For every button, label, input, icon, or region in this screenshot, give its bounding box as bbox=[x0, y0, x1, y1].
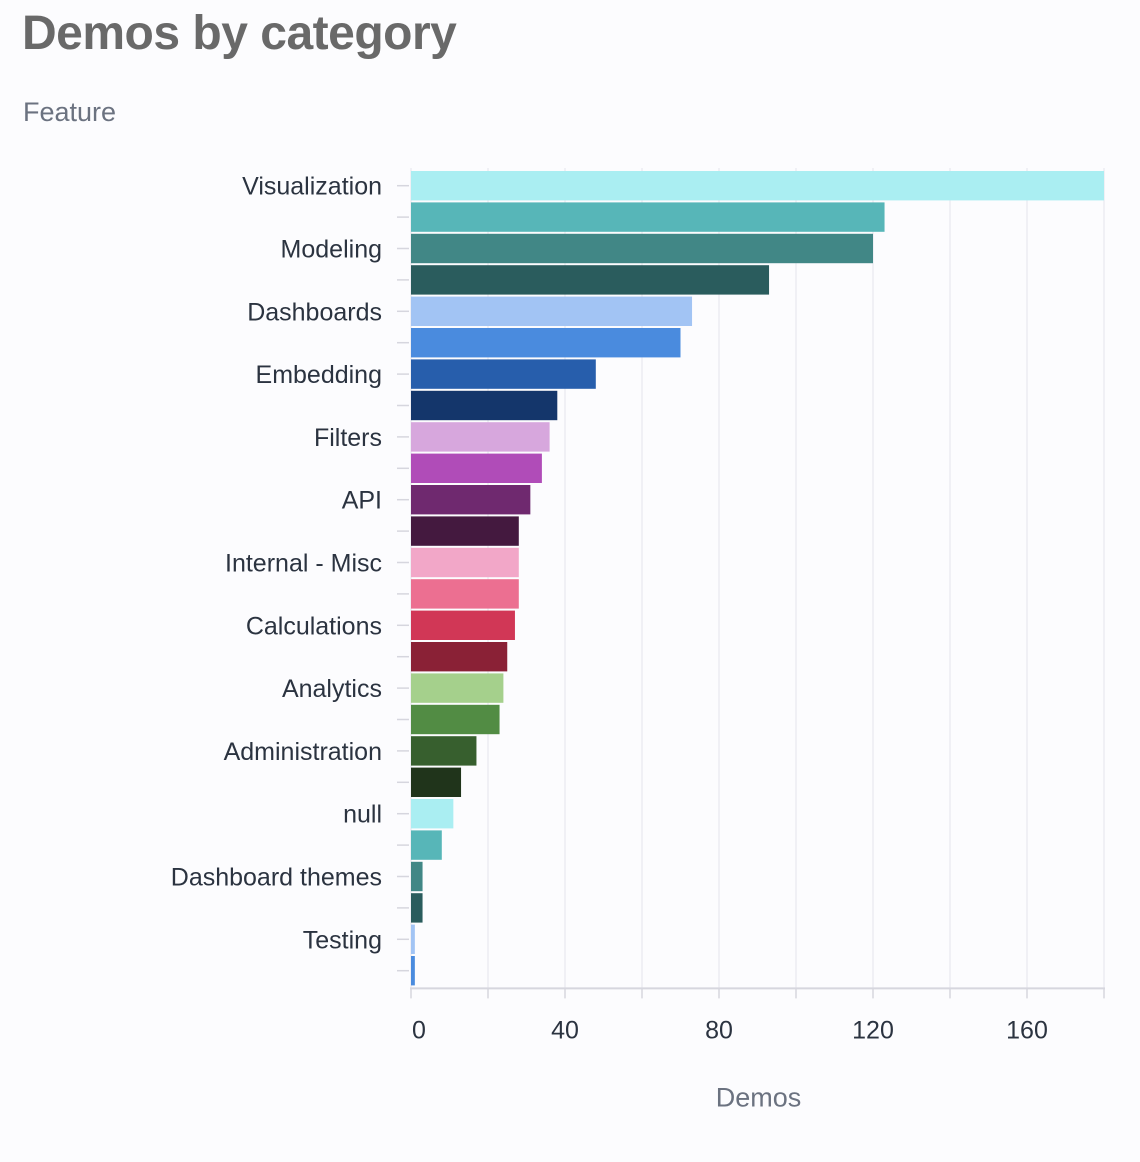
chart-title: Demos by category bbox=[22, 7, 457, 60]
y-tick-label: Testing bbox=[303, 926, 382, 954]
bar bbox=[411, 610, 515, 640]
bar bbox=[411, 736, 477, 766]
bar bbox=[411, 359, 596, 389]
bar bbox=[411, 799, 454, 829]
bar bbox=[411, 265, 770, 295]
bar bbox=[411, 673, 504, 703]
bar bbox=[411, 956, 415, 986]
x-tick-label: 40 bbox=[551, 1016, 579, 1044]
y-tick-label: Calculations bbox=[246, 612, 382, 640]
y-tick-label: Dashboards bbox=[247, 298, 382, 326]
bar bbox=[411, 893, 423, 923]
bar bbox=[411, 233, 873, 264]
y-tick-label: Administration bbox=[224, 738, 382, 766]
y-axis-label: Feature bbox=[23, 97, 117, 127]
bar bbox=[411, 924, 415, 954]
bar bbox=[411, 579, 519, 609]
bar bbox=[411, 767, 462, 797]
x-axis-label: Demos bbox=[716, 1082, 802, 1112]
bar bbox=[411, 830, 442, 860]
bar bbox=[411, 516, 519, 546]
y-tick-label: Filters bbox=[314, 424, 382, 452]
bar bbox=[411, 547, 519, 578]
y-tick-label: Internal - Misc bbox=[225, 550, 382, 578]
bar bbox=[411, 202, 885, 232]
x-tick-label: 80 bbox=[705, 1016, 733, 1044]
y-tick-label: API bbox=[342, 487, 382, 515]
y-tick-label: null bbox=[343, 801, 382, 829]
bar bbox=[411, 861, 423, 892]
y-tick-label: Analytics bbox=[282, 675, 382, 703]
bar bbox=[411, 328, 681, 358]
bar bbox=[411, 642, 508, 672]
bar bbox=[411, 485, 531, 515]
bar bbox=[411, 390, 558, 421]
bar bbox=[411, 453, 542, 483]
y-tick-label: Embedding bbox=[256, 361, 382, 389]
x-tick-label: 120 bbox=[852, 1016, 894, 1044]
x-tick-label: 160 bbox=[1006, 1016, 1048, 1044]
y-tick-label: Dashboard themes bbox=[171, 864, 382, 892]
bar bbox=[411, 171, 1104, 201]
y-tick-label: Modeling bbox=[281, 236, 382, 264]
y-tick-label: Visualization bbox=[242, 173, 382, 201]
bar bbox=[411, 704, 500, 735]
x-tick-label: 0 bbox=[412, 1016, 426, 1044]
bar bbox=[411, 296, 693, 326]
bar bbox=[411, 422, 550, 452]
